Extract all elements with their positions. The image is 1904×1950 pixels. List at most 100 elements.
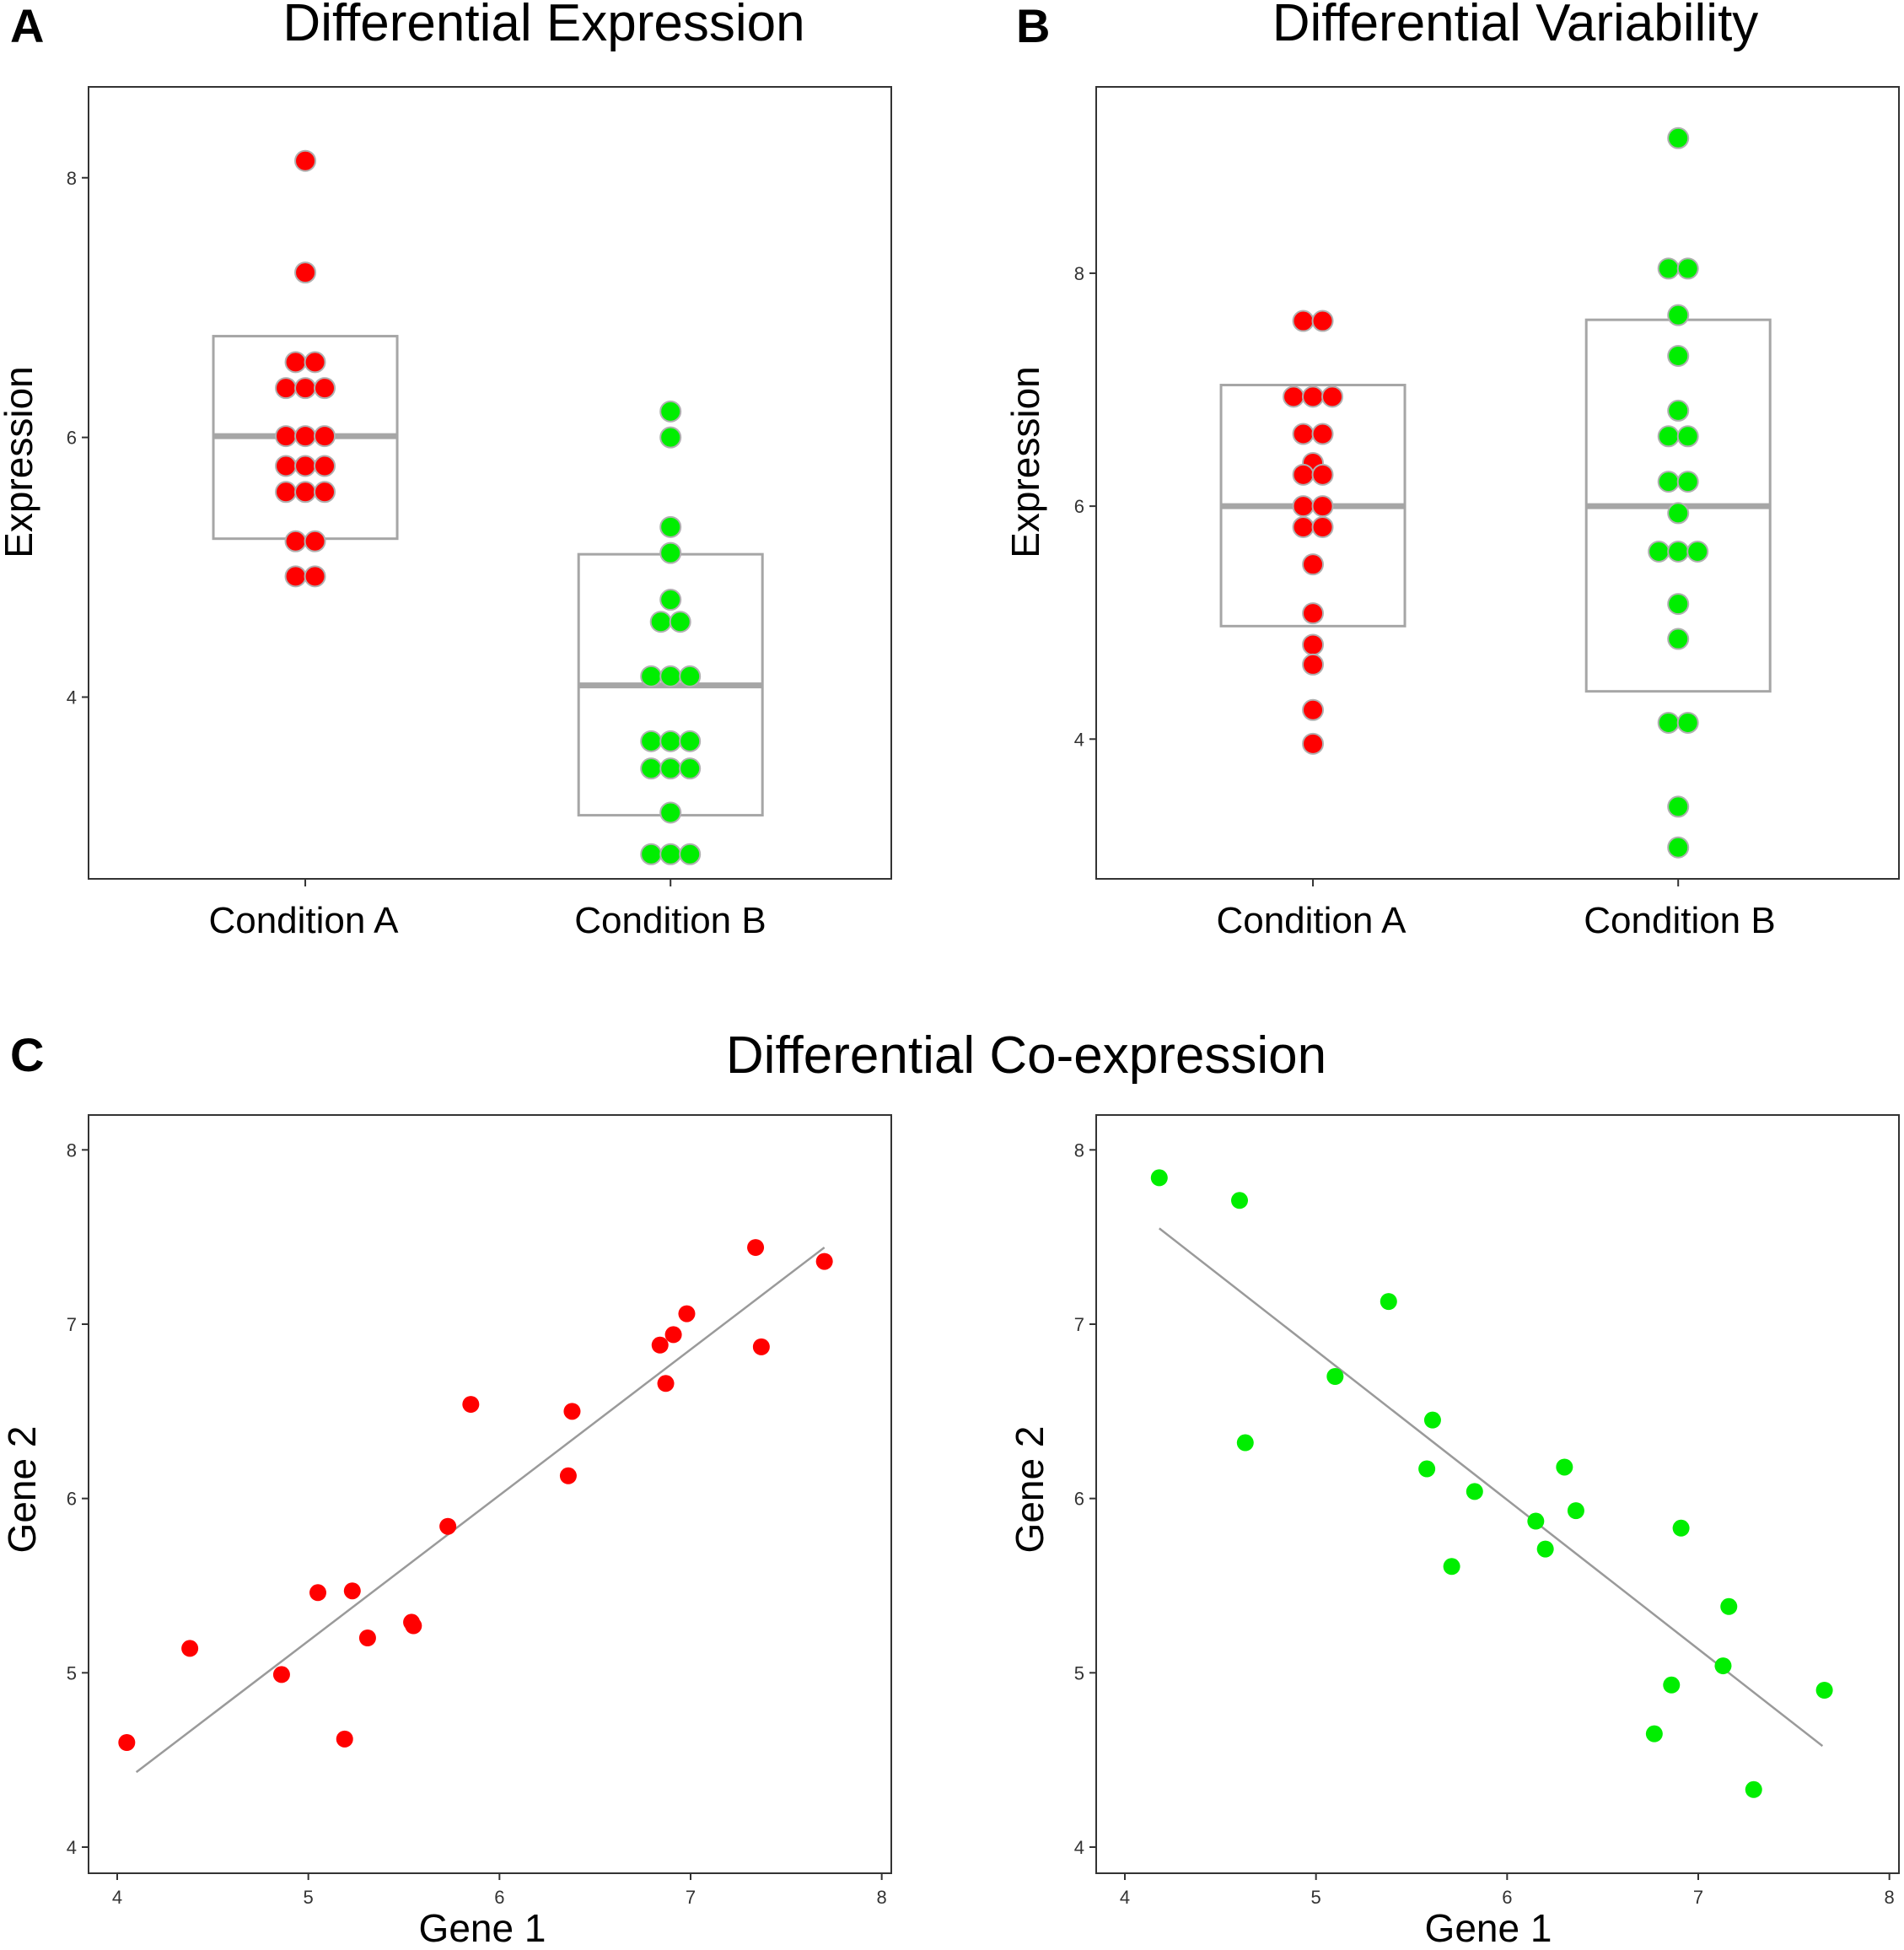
- y-tick-label: 6: [67, 428, 77, 449]
- chart-differential-expression: Expression Condition A Condition B 4 6 8: [0, 86, 892, 941]
- data-point: [275, 481, 298, 504]
- plot-frame: [1095, 1114, 1900, 1874]
- data-point: [1302, 385, 1325, 408]
- regression-line: [1159, 1227, 1824, 1748]
- panel-letter-c: C: [10, 1028, 44, 1081]
- data-point: [659, 589, 682, 611]
- data-point: [1676, 711, 1699, 734]
- panel-title-c: Differential Co-expression: [726, 1026, 1326, 1085]
- data-point: [659, 400, 682, 423]
- x-tick-label: 8: [877, 1887, 887, 1908]
- panel-letter-a: A: [10, 0, 44, 52]
- data-point: [1292, 495, 1315, 518]
- x-tick-label: 5: [304, 1887, 314, 1908]
- plot-frame: [88, 86, 892, 880]
- y-axis-label: Expression: [1003, 366, 1047, 558]
- data-point: [1720, 1597, 1738, 1615]
- data-point: [640, 730, 663, 752]
- plot-frame: [1095, 86, 1900, 880]
- data-point: [1556, 1458, 1573, 1476]
- regression-line: [135, 1247, 826, 1774]
- data-point: [1667, 304, 1690, 326]
- chart-marks: 4 6 8: [67, 149, 764, 886]
- y-axis-label: Gene 2: [1008, 1426, 1052, 1554]
- data-point: [275, 425, 298, 448]
- y-tick-label: 6: [1074, 1489, 1084, 1510]
- data-point: [679, 757, 702, 780]
- data-point: [405, 1617, 422, 1635]
- data-point: [1292, 515, 1315, 538]
- data-point: [1150, 1169, 1168, 1187]
- data-point: [1311, 423, 1334, 445]
- data-point: [1283, 385, 1305, 408]
- y-tick-label: 6: [1074, 496, 1084, 517]
- chart-differential-variability: Expression Condition A Condition B 4 6 8: [1003, 86, 1900, 941]
- data-point: [563, 1403, 581, 1420]
- data-point: [1231, 1192, 1248, 1209]
- data-point: [336, 1730, 353, 1748]
- panel-title-a: Differential Expression: [282, 0, 804, 52]
- data-point: [1714, 1657, 1732, 1675]
- data-point: [659, 730, 682, 752]
- data-point: [1672, 1519, 1690, 1537]
- y-tick-label: 4: [67, 687, 77, 708]
- data-point: [659, 426, 682, 449]
- data-point: [1302, 633, 1325, 656]
- chart-coexpression-condition-a: Gene 2 Gene 1 4 5 6 7 8 4 5 6 7 8: [0, 1114, 892, 1950]
- data-point: [1667, 127, 1690, 149]
- data-point: [678, 1305, 696, 1322]
- data-point: [1667, 502, 1690, 525]
- data-point: [659, 541, 682, 564]
- data-point: [559, 1467, 577, 1484]
- y-tick-label: 8: [67, 1139, 77, 1161]
- data-point: [294, 425, 317, 448]
- chart-marks: 4 5 6 7 8 4 5 6 7 8: [67, 1139, 887, 1908]
- y-tick-label: 4: [1074, 1837, 1084, 1858]
- chart-marks: 4 6 8: [1074, 127, 1772, 886]
- data-point: [304, 530, 326, 552]
- panel-title-b: Differential Variability: [1272, 0, 1759, 52]
- data-point: [1657, 425, 1680, 448]
- data-point: [651, 1336, 669, 1354]
- data-point: [314, 377, 336, 400]
- x-tick-label: 6: [1502, 1887, 1512, 1908]
- y-tick-label: 8: [67, 168, 77, 189]
- data-point: [1667, 399, 1690, 422]
- y-tick-label: 8: [1074, 1139, 1084, 1161]
- data-point: [640, 843, 663, 865]
- y-tick-label: 4: [1074, 729, 1084, 750]
- data-point: [294, 149, 317, 172]
- data-point: [1667, 344, 1690, 367]
- data-point: [1418, 1460, 1436, 1478]
- category-label-condition-b: Condition B: [574, 900, 766, 941]
- data-point: [1536, 1540, 1554, 1558]
- data-point: [679, 843, 702, 865]
- data-point: [669, 611, 691, 633]
- data-point: [272, 1666, 290, 1683]
- x-axis-label: Gene 1: [1425, 1906, 1552, 1950]
- data-point: [314, 425, 336, 448]
- data-point: [1302, 698, 1325, 721]
- data-point: [304, 351, 326, 374]
- data-point: [1321, 385, 1344, 408]
- data-point: [284, 565, 307, 588]
- data-point: [659, 843, 682, 865]
- data-point: [659, 515, 682, 538]
- data-point: [1311, 463, 1334, 486]
- data-point: [1292, 423, 1315, 445]
- chart-marks: 4 5 6 7 8 4 5 6 7 8: [1074, 1139, 1895, 1908]
- data-point: [1676, 257, 1699, 280]
- data-point: [1676, 471, 1699, 493]
- data-point: [1466, 1483, 1483, 1500]
- panel-letter-b: B: [1016, 0, 1050, 52]
- data-point: [640, 665, 663, 687]
- x-tick-label: 4: [112, 1887, 122, 1908]
- data-point: [1311, 495, 1334, 518]
- data-point: [1657, 471, 1680, 493]
- data-point: [304, 565, 326, 588]
- x-axis-label: Gene 1: [419, 1906, 546, 1950]
- data-point: [1311, 515, 1334, 538]
- data-point: [640, 757, 663, 780]
- data-point: [1567, 1502, 1584, 1520]
- x-tick-label: 5: [1311, 1887, 1321, 1908]
